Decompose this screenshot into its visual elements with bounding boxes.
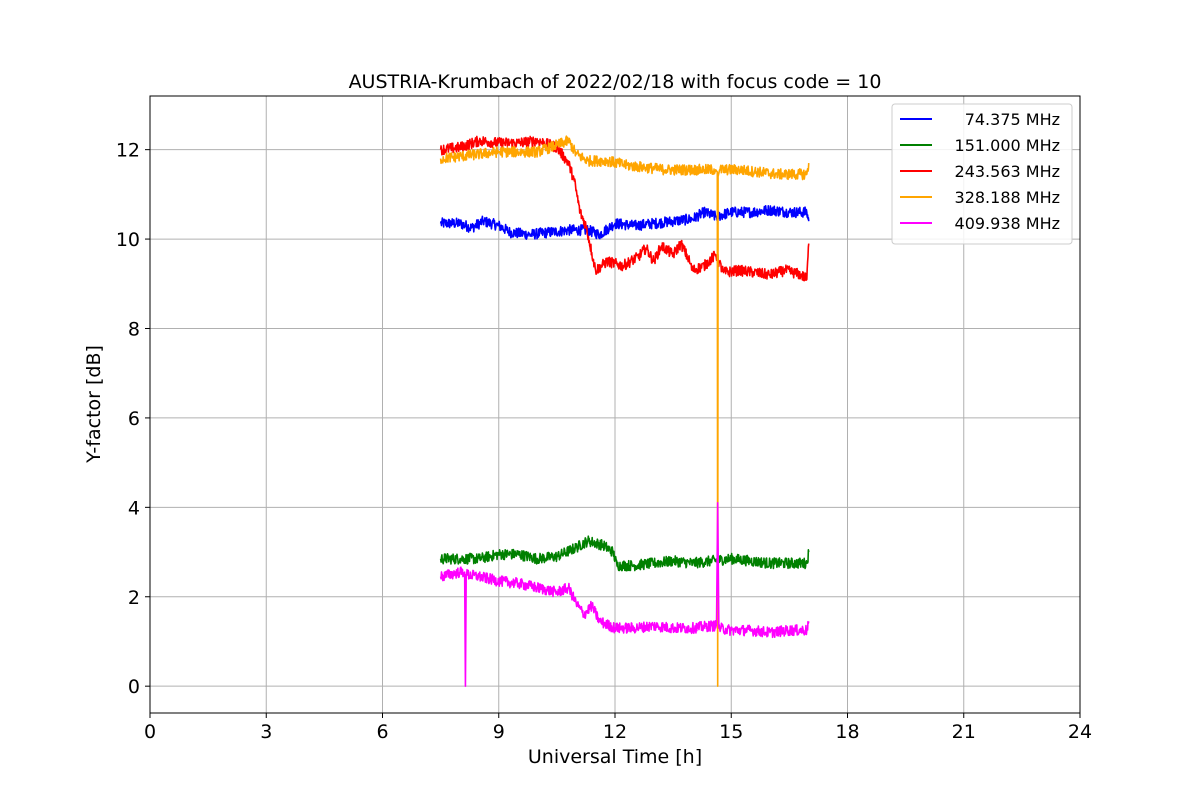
legend-label: 328.188 MHz	[955, 188, 1060, 207]
series-line	[439, 535, 810, 572]
legend: 74.375 MHz 151.000 MHz 243.563 MHz 328.188 …	[891, 103, 1073, 245]
series-group	[439, 135, 810, 687]
x-tick-label: 0	[144, 721, 156, 743]
y-tick-label: 4	[128, 497, 140, 519]
x-axis-label: Universal Time [h]	[528, 746, 702, 768]
x-tick-label: 6	[376, 721, 388, 743]
y-tick-label: 10	[116, 229, 140, 251]
series-line	[439, 204, 810, 241]
x-tick-label: 18	[835, 721, 859, 743]
legend-label: 74.375 MHz	[965, 110, 1060, 129]
y-axis: 0 2 4 6 8 10 12	[116, 140, 150, 698]
x-axis: 0 3 6 9 12 15 18 21 24	[144, 713, 1092, 743]
x-tick-label: 3	[260, 721, 272, 743]
series-line	[439, 502, 810, 687]
x-tick-label: 24	[1068, 721, 1092, 743]
x-tick-label: 15	[719, 721, 743, 743]
legend-label: 151.000 MHz	[955, 136, 1060, 155]
y-tick-label: 6	[128, 408, 140, 430]
y-tick-label: 12	[116, 140, 140, 162]
y-tick-label: 8	[128, 318, 140, 340]
series-line	[439, 135, 810, 282]
x-tick-label: 21	[952, 721, 976, 743]
x-tick-label: 9	[493, 721, 505, 743]
x-tick-label: 12	[603, 721, 627, 743]
y-tick-label: 2	[128, 587, 140, 609]
legend-label: 243.563 MHz	[955, 162, 1060, 181]
legend-label: 409.938 MHz	[955, 214, 1060, 233]
y-tick-label: 0	[128, 676, 140, 698]
series-line	[439, 135, 810, 687]
chart-title: AUSTRIA-Krumbach of 2022/02/18 with focu…	[349, 71, 882, 93]
y-axis-label: Y-factor [dB]	[83, 345, 105, 464]
legend-box	[891, 103, 1073, 245]
